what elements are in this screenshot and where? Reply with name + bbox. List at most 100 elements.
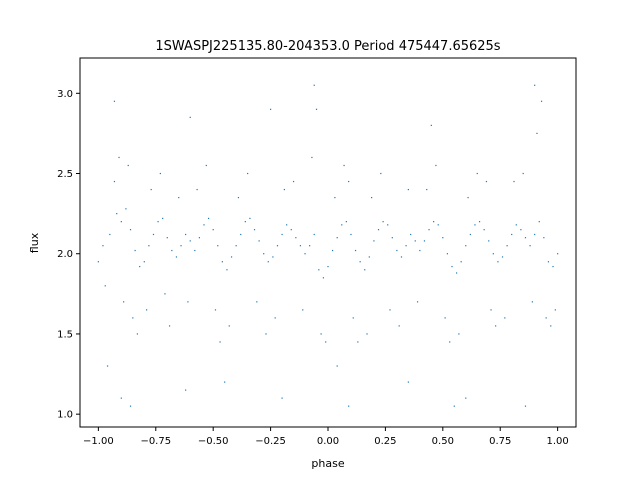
data-point <box>529 245 531 247</box>
data-point <box>283 188 285 191</box>
data-point <box>120 397 122 399</box>
data-point <box>377 229 380 231</box>
data-point <box>134 249 136 252</box>
data-point <box>336 237 338 239</box>
data-point <box>118 156 120 159</box>
data-point <box>373 240 375 242</box>
data-point <box>123 301 125 303</box>
data-point <box>203 224 205 226</box>
data-point <box>127 164 129 167</box>
x-tick-label: 0.50 <box>432 436 454 447</box>
data-point <box>350 233 352 236</box>
x-tick-label: −0.75 <box>140 436 171 447</box>
data-point <box>552 265 554 268</box>
data-point <box>247 172 249 175</box>
data-point <box>113 180 116 183</box>
data-point <box>292 180 295 183</box>
data-point <box>531 301 533 303</box>
data-point <box>343 164 345 167</box>
data-point <box>194 249 196 252</box>
data-point <box>198 237 201 239</box>
data-point <box>364 269 366 271</box>
data-point <box>449 341 451 343</box>
data-point <box>554 309 556 311</box>
data-point <box>207 217 210 220</box>
data-point <box>185 233 187 236</box>
data-point <box>109 233 111 236</box>
y-tick-label: 1.0 <box>57 410 73 421</box>
data-point <box>148 245 150 247</box>
data-point <box>465 397 467 399</box>
data-point <box>426 188 428 191</box>
data-point <box>488 240 490 242</box>
data-point <box>478 221 481 223</box>
data-point <box>274 317 276 319</box>
data-point <box>322 277 325 279</box>
data-point <box>336 365 338 367</box>
x-tick-label: 0.75 <box>489 436 511 447</box>
data-point <box>515 224 517 226</box>
data-point <box>492 253 494 255</box>
data-point <box>230 256 233 258</box>
data-point <box>458 333 460 335</box>
data-point <box>217 245 219 247</box>
data-point <box>286 224 288 226</box>
data-point <box>540 100 543 102</box>
data-point <box>407 188 409 191</box>
data-point <box>460 261 462 263</box>
data-point <box>325 341 327 343</box>
data-point <box>139 265 141 268</box>
data-point <box>237 196 240 199</box>
x-tick-label: −1.00 <box>83 436 114 447</box>
data-point <box>281 397 283 399</box>
data-point <box>175 256 178 258</box>
data-point <box>366 333 368 335</box>
data-point <box>327 265 329 268</box>
data-point <box>125 208 127 210</box>
data-point <box>451 265 453 268</box>
data-point <box>214 309 217 311</box>
data-point <box>380 172 382 175</box>
data-point <box>157 221 159 223</box>
data-point <box>497 261 499 263</box>
data-point <box>453 405 455 407</box>
y-tick-label: 3.0 <box>57 89 73 100</box>
data-point <box>276 245 279 247</box>
x-tick-label: −0.50 <box>198 436 229 447</box>
data-point <box>315 108 318 110</box>
data-point <box>320 333 322 335</box>
data-point <box>189 240 191 242</box>
data-point <box>430 124 432 126</box>
data-point <box>476 172 478 175</box>
data-point <box>152 233 155 236</box>
data-point <box>113 100 116 102</box>
data-point <box>269 108 272 110</box>
data-point <box>396 249 398 252</box>
data-point <box>219 341 221 343</box>
data-point <box>256 301 258 303</box>
y-axis-ticks: 1.0 1.5 2.0 2.5 3.0 <box>57 89 80 421</box>
data-point <box>465 245 467 247</box>
data-point <box>185 389 187 391</box>
data-point <box>483 229 485 231</box>
data-point <box>545 317 547 319</box>
data-point <box>104 285 106 287</box>
data-point <box>249 217 251 220</box>
data-point <box>442 237 444 239</box>
data-point <box>106 365 109 367</box>
data-point <box>168 325 171 327</box>
data-point <box>159 172 161 175</box>
data-point <box>281 233 283 236</box>
data-point <box>416 301 419 303</box>
data-point <box>543 237 545 239</box>
data-point <box>513 180 515 183</box>
y-tick-label: 2.0 <box>57 249 73 260</box>
data-point <box>265 333 267 335</box>
data-point <box>290 229 292 231</box>
data-point <box>309 245 311 247</box>
data-point <box>162 217 164 220</box>
data-point <box>446 253 449 255</box>
data-point <box>178 196 180 199</box>
